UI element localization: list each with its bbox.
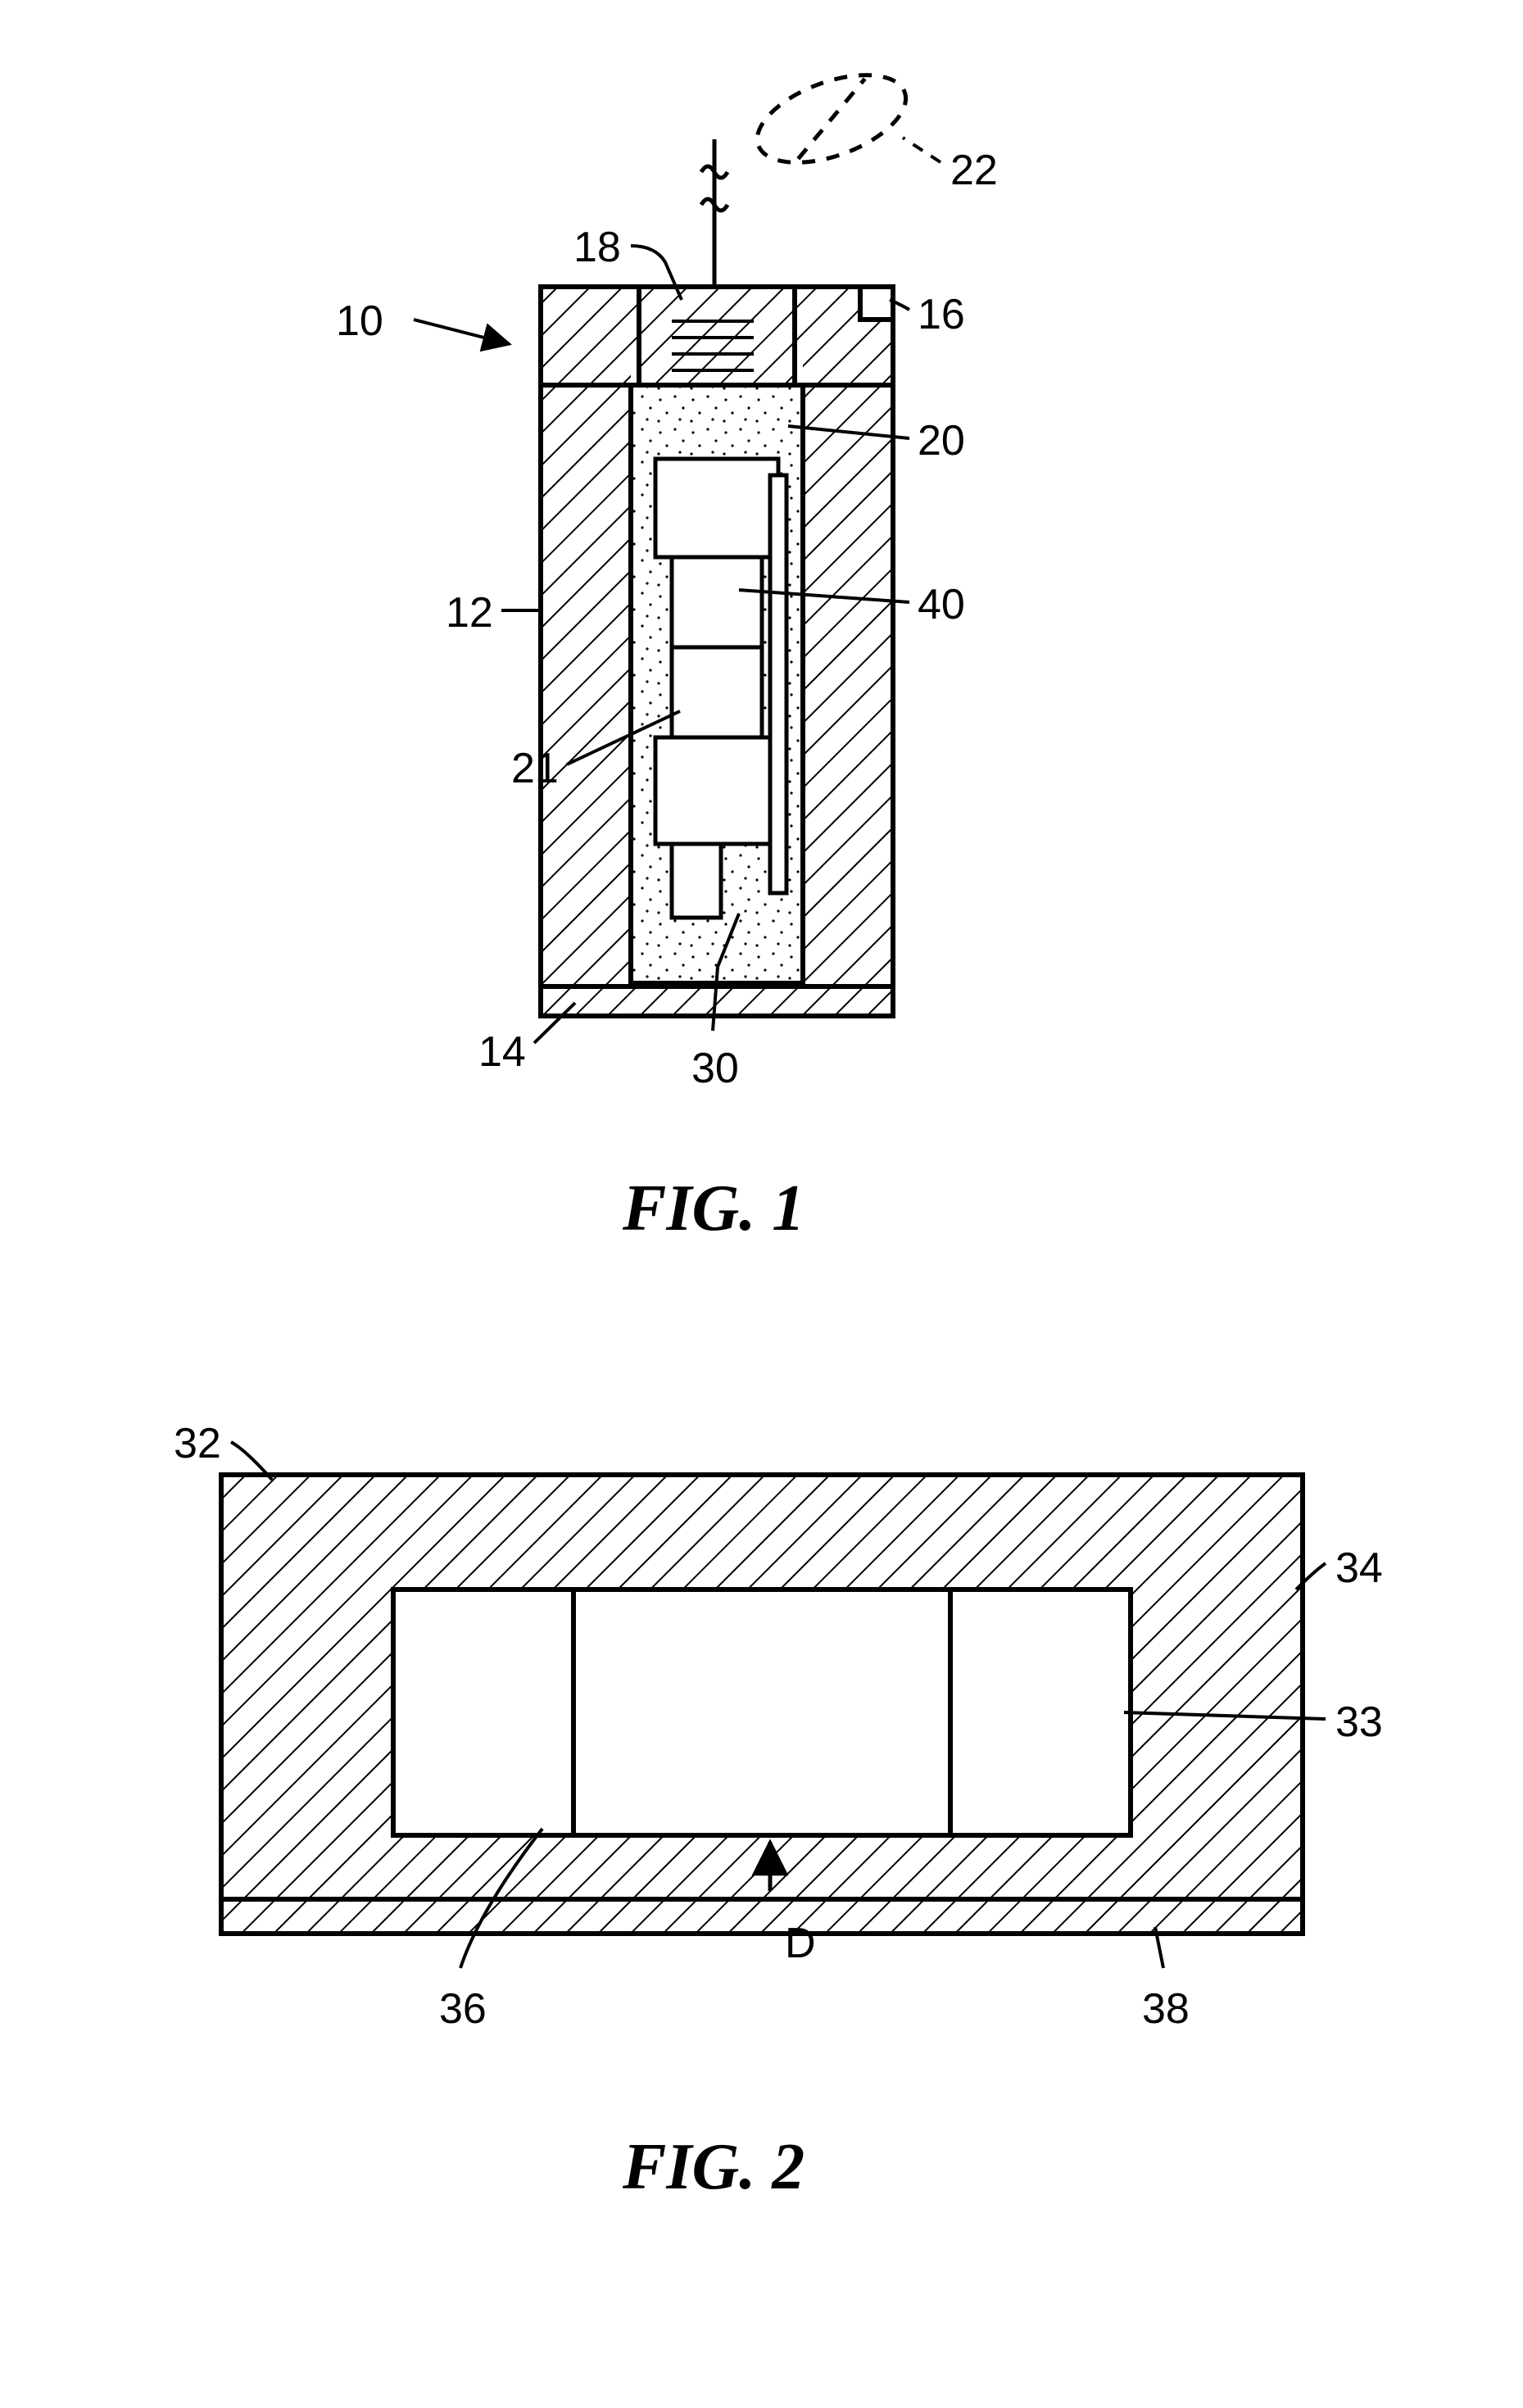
fig1-caption: FIG. 1 — [623, 1172, 805, 1246]
fig2-caption: FIG. 2 — [623, 2130, 805, 2205]
header-notch — [860, 287, 893, 320]
callout-36: 36 — [439, 1984, 487, 2034]
fig1-svg — [0, 0, 1523, 1147]
callout-12: 12 — [446, 588, 493, 637]
callout-33: 33 — [1335, 1698, 1383, 1747]
callout-20: 20 — [918, 416, 965, 465]
callout-21: 21 — [511, 744, 559, 793]
callout-18: 18 — [573, 223, 621, 272]
callout-14: 14 — [478, 1027, 526, 1077]
callout-32: 32 — [174, 1419, 221, 1468]
callout-22: 22 — [950, 146, 998, 195]
callout-30: 30 — [691, 1044, 739, 1093]
callout-40: 40 — [918, 580, 965, 629]
post-left — [393, 1589, 573, 1835]
bottom-plate-38 — [221, 1899, 1303, 1934]
side-plate-30 — [770, 475, 786, 893]
dim-D-label: D — [785, 1919, 816, 1968]
callout-16: 16 — [918, 290, 965, 339]
electrode-22 — [746, 57, 917, 180]
lead-wire — [701, 139, 728, 287]
callout-10: 10 — [336, 297, 383, 346]
post-right — [950, 1589, 1131, 1835]
fig2-svg — [0, 1393, 1523, 2130]
callout-38: 38 — [1142, 1984, 1190, 2034]
callout-34: 34 — [1335, 1544, 1383, 1593]
page: 10 18 22 16 20 40 12 21 14 30 FIG. 1 — [0, 0, 1523, 2408]
